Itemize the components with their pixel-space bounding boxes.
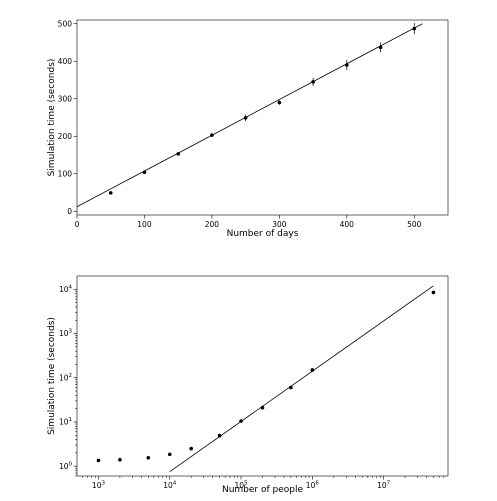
days-plot-frame	[76, 19, 449, 216]
days-fit-line	[76, 23, 423, 208]
days-x-tick-label: 0	[75, 220, 80, 229]
people-fit-line	[169, 285, 434, 473]
days-y-tick-label: 500	[58, 19, 73, 28]
people-y-tick-label: 102	[59, 373, 72, 383]
days-y-tick-label: 300	[58, 94, 73, 103]
days-y-tick-label: 200	[58, 132, 73, 141]
people-x-tick-label: 103	[92, 481, 106, 491]
people-data-point	[118, 457, 122, 462]
days-y-tick-label: 100	[58, 169, 73, 178]
people-data-point	[167, 452, 172, 457]
people-y-tick-label: 100	[59, 461, 73, 471]
people-x-tick-label: 104	[163, 481, 177, 491]
people-data-point	[217, 433, 222, 438]
days-y-axis-label: Simulation time (seconds)	[47, 59, 57, 177]
people-x-tick-label: 105	[235, 481, 249, 491]
days-x-tick-label: 500	[407, 220, 422, 229]
days-data-point	[108, 191, 113, 195]
people-chart: 103 104 105 106 107 100 101 102 103 104 Number of…	[47, 275, 449, 495]
people-y-tick-label: 101	[59, 417, 72, 427]
days-data-point	[277, 100, 282, 105]
people-data-point	[189, 446, 194, 451]
days-x-tick-label: 400	[340, 220, 355, 229]
people-x-tick-label: 106	[306, 481, 320, 491]
people-data-point	[96, 458, 101, 463]
people-x-axis-label: Number of people	[222, 485, 304, 495]
people-x-tick-label: 107	[377, 481, 391, 491]
days-x-axis-label: Number of days	[227, 229, 299, 239]
people-data-point	[146, 455, 151, 460]
people-plot-frame	[76, 275, 449, 477]
people-y-axis-label: Simulation time (seconds)	[47, 317, 57, 435]
days-x-tick-label: 300	[272, 220, 287, 229]
days-y-tick-label: 0	[67, 207, 72, 216]
people-y-tick-label: 103	[59, 329, 73, 339]
days-y-tick-label: 400	[58, 57, 73, 66]
people-data-point	[431, 290, 436, 295]
days-x-tick-label: 100	[137, 220, 152, 229]
days-chart: 0 100 200 300 400 500 0 100 200 300 400 500 Number …	[47, 19, 449, 239]
people-y-tick-label: 104	[59, 285, 73, 295]
days-x-tick-label: 200	[205, 220, 220, 229]
